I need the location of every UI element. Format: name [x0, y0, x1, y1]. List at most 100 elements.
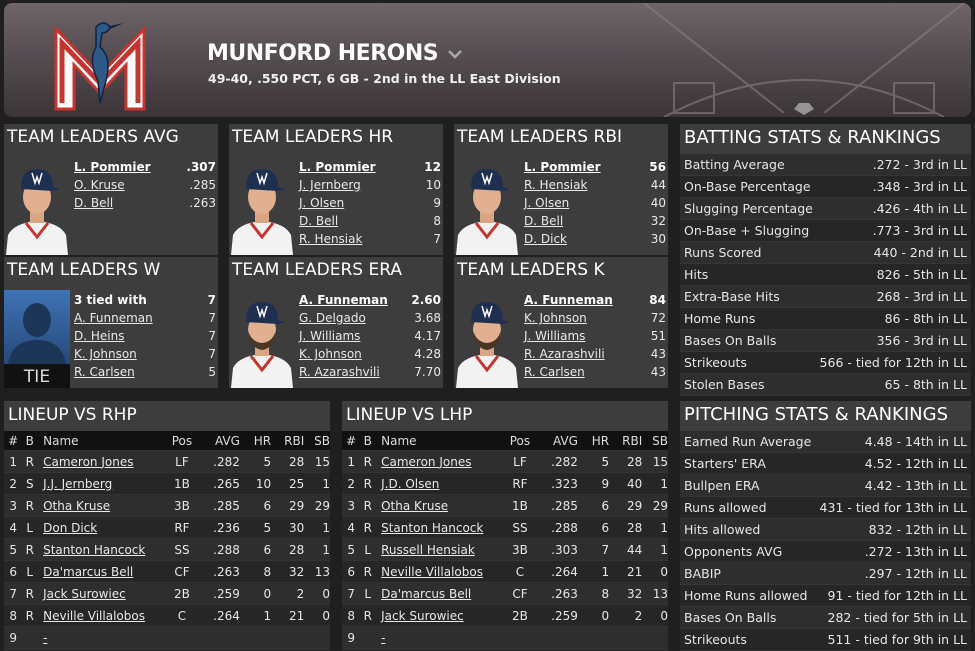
table-cell: R [363, 476, 372, 491]
player-link[interactable]: Otha Kruse [381, 498, 449, 513]
player-name-link[interactable]: - [375, 631, 499, 645]
column-header[interactable]: # [8, 433, 19, 448]
player-name-link[interactable]: Da'marcus Bell [37, 565, 161, 579]
leader-name[interactable]: J. Olsen [299, 196, 345, 210]
player-name-link[interactable]: Cameron Jones [375, 455, 499, 469]
leader-name[interactable]: A. Funneman [74, 311, 153, 325]
leader-row: J. Jernberg 10 [299, 176, 441, 194]
leader-name[interactable]: R. Hensiak [524, 178, 588, 192]
player-link[interactable]: Da'marcus Bell [43, 564, 134, 579]
table-cell: 6 [601, 498, 610, 513]
tie-portrait[interactable]: TIE [4, 290, 70, 388]
leader-name[interactable]: R. Hensiak [299, 232, 363, 246]
column-header[interactable]: Pos [171, 433, 193, 448]
column-header[interactable]: SB [314, 433, 331, 448]
player-link[interactable]: Stanton Hancock [43, 542, 146, 557]
player-link[interactable]: Otha Kruse [43, 498, 111, 513]
player-name-link[interactable]: Neville Villalobos [375, 565, 499, 579]
leader-name[interactable]: A. Funneman [524, 293, 613, 307]
player-name-link[interactable]: J.J. Jernberg [37, 477, 161, 491]
player-name-link[interactable]: Don Dick [37, 521, 161, 535]
leader-portrait[interactable] [454, 290, 520, 388]
leader-name[interactable]: K. Johnson [74, 347, 137, 361]
player-link[interactable]: Don Dick [43, 520, 98, 535]
leader-name[interactable]: K. Johnson [524, 311, 587, 325]
batting-stat-row: On-Base Percentage .348 - 3rd in LL [680, 176, 971, 198]
leader-portrait[interactable] [454, 157, 520, 255]
column-header[interactable]: RBI [284, 433, 305, 448]
leader-name[interactable]: R. Carlsen [524, 365, 585, 379]
leader-value: 8 [433, 214, 441, 228]
leader-name[interactable]: R. Azarashvili [524, 347, 605, 361]
player-link[interactable]: J.D. Olsen [381, 476, 440, 491]
leader-name[interactable]: K. Johnson [299, 347, 362, 361]
chevron-down-icon[interactable] [446, 45, 464, 63]
player-link[interactable]: Cameron Jones [43, 454, 134, 469]
stat-label: Batting Average [684, 157, 785, 172]
column-header[interactable]: B [25, 433, 34, 448]
leader-name[interactable]: R. Carlsen [74, 365, 135, 379]
player-link[interactable]: Da'marcus Bell [381, 586, 472, 601]
leader-name[interactable]: D. Dick [524, 232, 567, 246]
column-header[interactable]: AVG [552, 433, 578, 448]
column-header[interactable]: Name [381, 433, 417, 448]
leader-name[interactable]: J. Jernberg [299, 178, 361, 192]
player-name-link[interactable]: - [37, 631, 161, 645]
column-header[interactable]: HR [591, 433, 610, 448]
leader-name[interactable]: G. Delgado [299, 311, 366, 325]
leader-name[interactable]: O. Kruse [74, 178, 125, 192]
leader-name[interactable]: L. Pommier [74, 160, 151, 174]
column-header[interactable]: Name [43, 433, 79, 448]
leader-name[interactable]: A. Funneman [299, 293, 388, 307]
leader-name[interactable]: D. Heins [74, 329, 125, 343]
leader-name[interactable]: D. Bell [74, 196, 114, 210]
column-header[interactable]: HR [253, 433, 272, 448]
leader-name[interactable]: L. Pommier [524, 160, 601, 174]
player-name-link[interactable]: J.D. Olsen [375, 477, 499, 491]
player-link[interactable]: J.J. Jernberg [43, 476, 113, 491]
player-link[interactable]: Jack Surowiec [381, 608, 464, 623]
leader-name[interactable]: J. Williams [524, 329, 586, 343]
player-link[interactable]: Jack Surowiec [43, 586, 126, 601]
stat-label: Strikeouts [684, 632, 747, 647]
player-link[interactable]: - [43, 630, 48, 645]
table-cell: .264 [551, 564, 578, 579]
leader-name[interactable]: J. Williams [299, 329, 361, 343]
player-name-link[interactable]: Russell Hensiak [375, 543, 499, 557]
player-link[interactable]: Cameron Jones [381, 454, 472, 469]
player-name-link[interactable]: Cameron Jones [37, 455, 161, 469]
table-cell: 5 [263, 454, 272, 469]
player-link[interactable]: - [381, 630, 386, 645]
player-link[interactable]: Neville Villalobos [381, 564, 483, 579]
stat-value: 511 - tied for 9th in LL [827, 632, 968, 647]
column-header[interactable]: AVG [214, 433, 240, 448]
team-name[interactable]: MUNFORD HERONS [207, 41, 464, 66]
table-cell: 28 [626, 454, 643, 469]
leader-name[interactable]: D. Bell [524, 214, 564, 228]
leaders-panel-title: TEAM LEADERS RBI [457, 127, 622, 147]
player-link[interactable]: Neville Villalobos [43, 608, 145, 623]
player-name-link[interactable]: Stanton Hancock [375, 521, 499, 535]
player-name-link[interactable]: Jack Surowiec [375, 609, 499, 623]
column-header[interactable]: # [346, 433, 357, 448]
player-name-link[interactable]: Da'marcus Bell [375, 587, 499, 601]
player-name-link[interactable]: Stanton Hancock [37, 543, 161, 557]
leader-name[interactable]: R. Azarashvili [299, 365, 380, 379]
leader-portrait[interactable] [229, 290, 295, 388]
player-name-link[interactable]: Neville Villalobos [37, 609, 161, 623]
player-name-link[interactable]: Otha Kruse [375, 499, 499, 513]
leader-portrait[interactable] [229, 157, 295, 255]
leader-name[interactable]: D. Bell [299, 214, 339, 228]
player-name-link[interactable]: Otha Kruse [37, 499, 161, 513]
player-link[interactable]: Stanton Hancock [381, 520, 484, 535]
column-header[interactable]: RBI [622, 433, 643, 448]
player-name-link[interactable]: Jack Surowiec [37, 587, 161, 601]
leader-name[interactable]: J. Olsen [524, 196, 570, 210]
leader-portrait[interactable] [4, 157, 70, 255]
stat-value: 65 - 8th in LL [884, 377, 967, 392]
player-link[interactable]: Russell Hensiak [381, 542, 475, 557]
column-header[interactable]: SB [652, 433, 669, 448]
column-header[interactable]: Pos [509, 433, 531, 448]
leader-name[interactable]: L. Pommier [299, 160, 376, 174]
column-header[interactable]: B [363, 433, 372, 448]
